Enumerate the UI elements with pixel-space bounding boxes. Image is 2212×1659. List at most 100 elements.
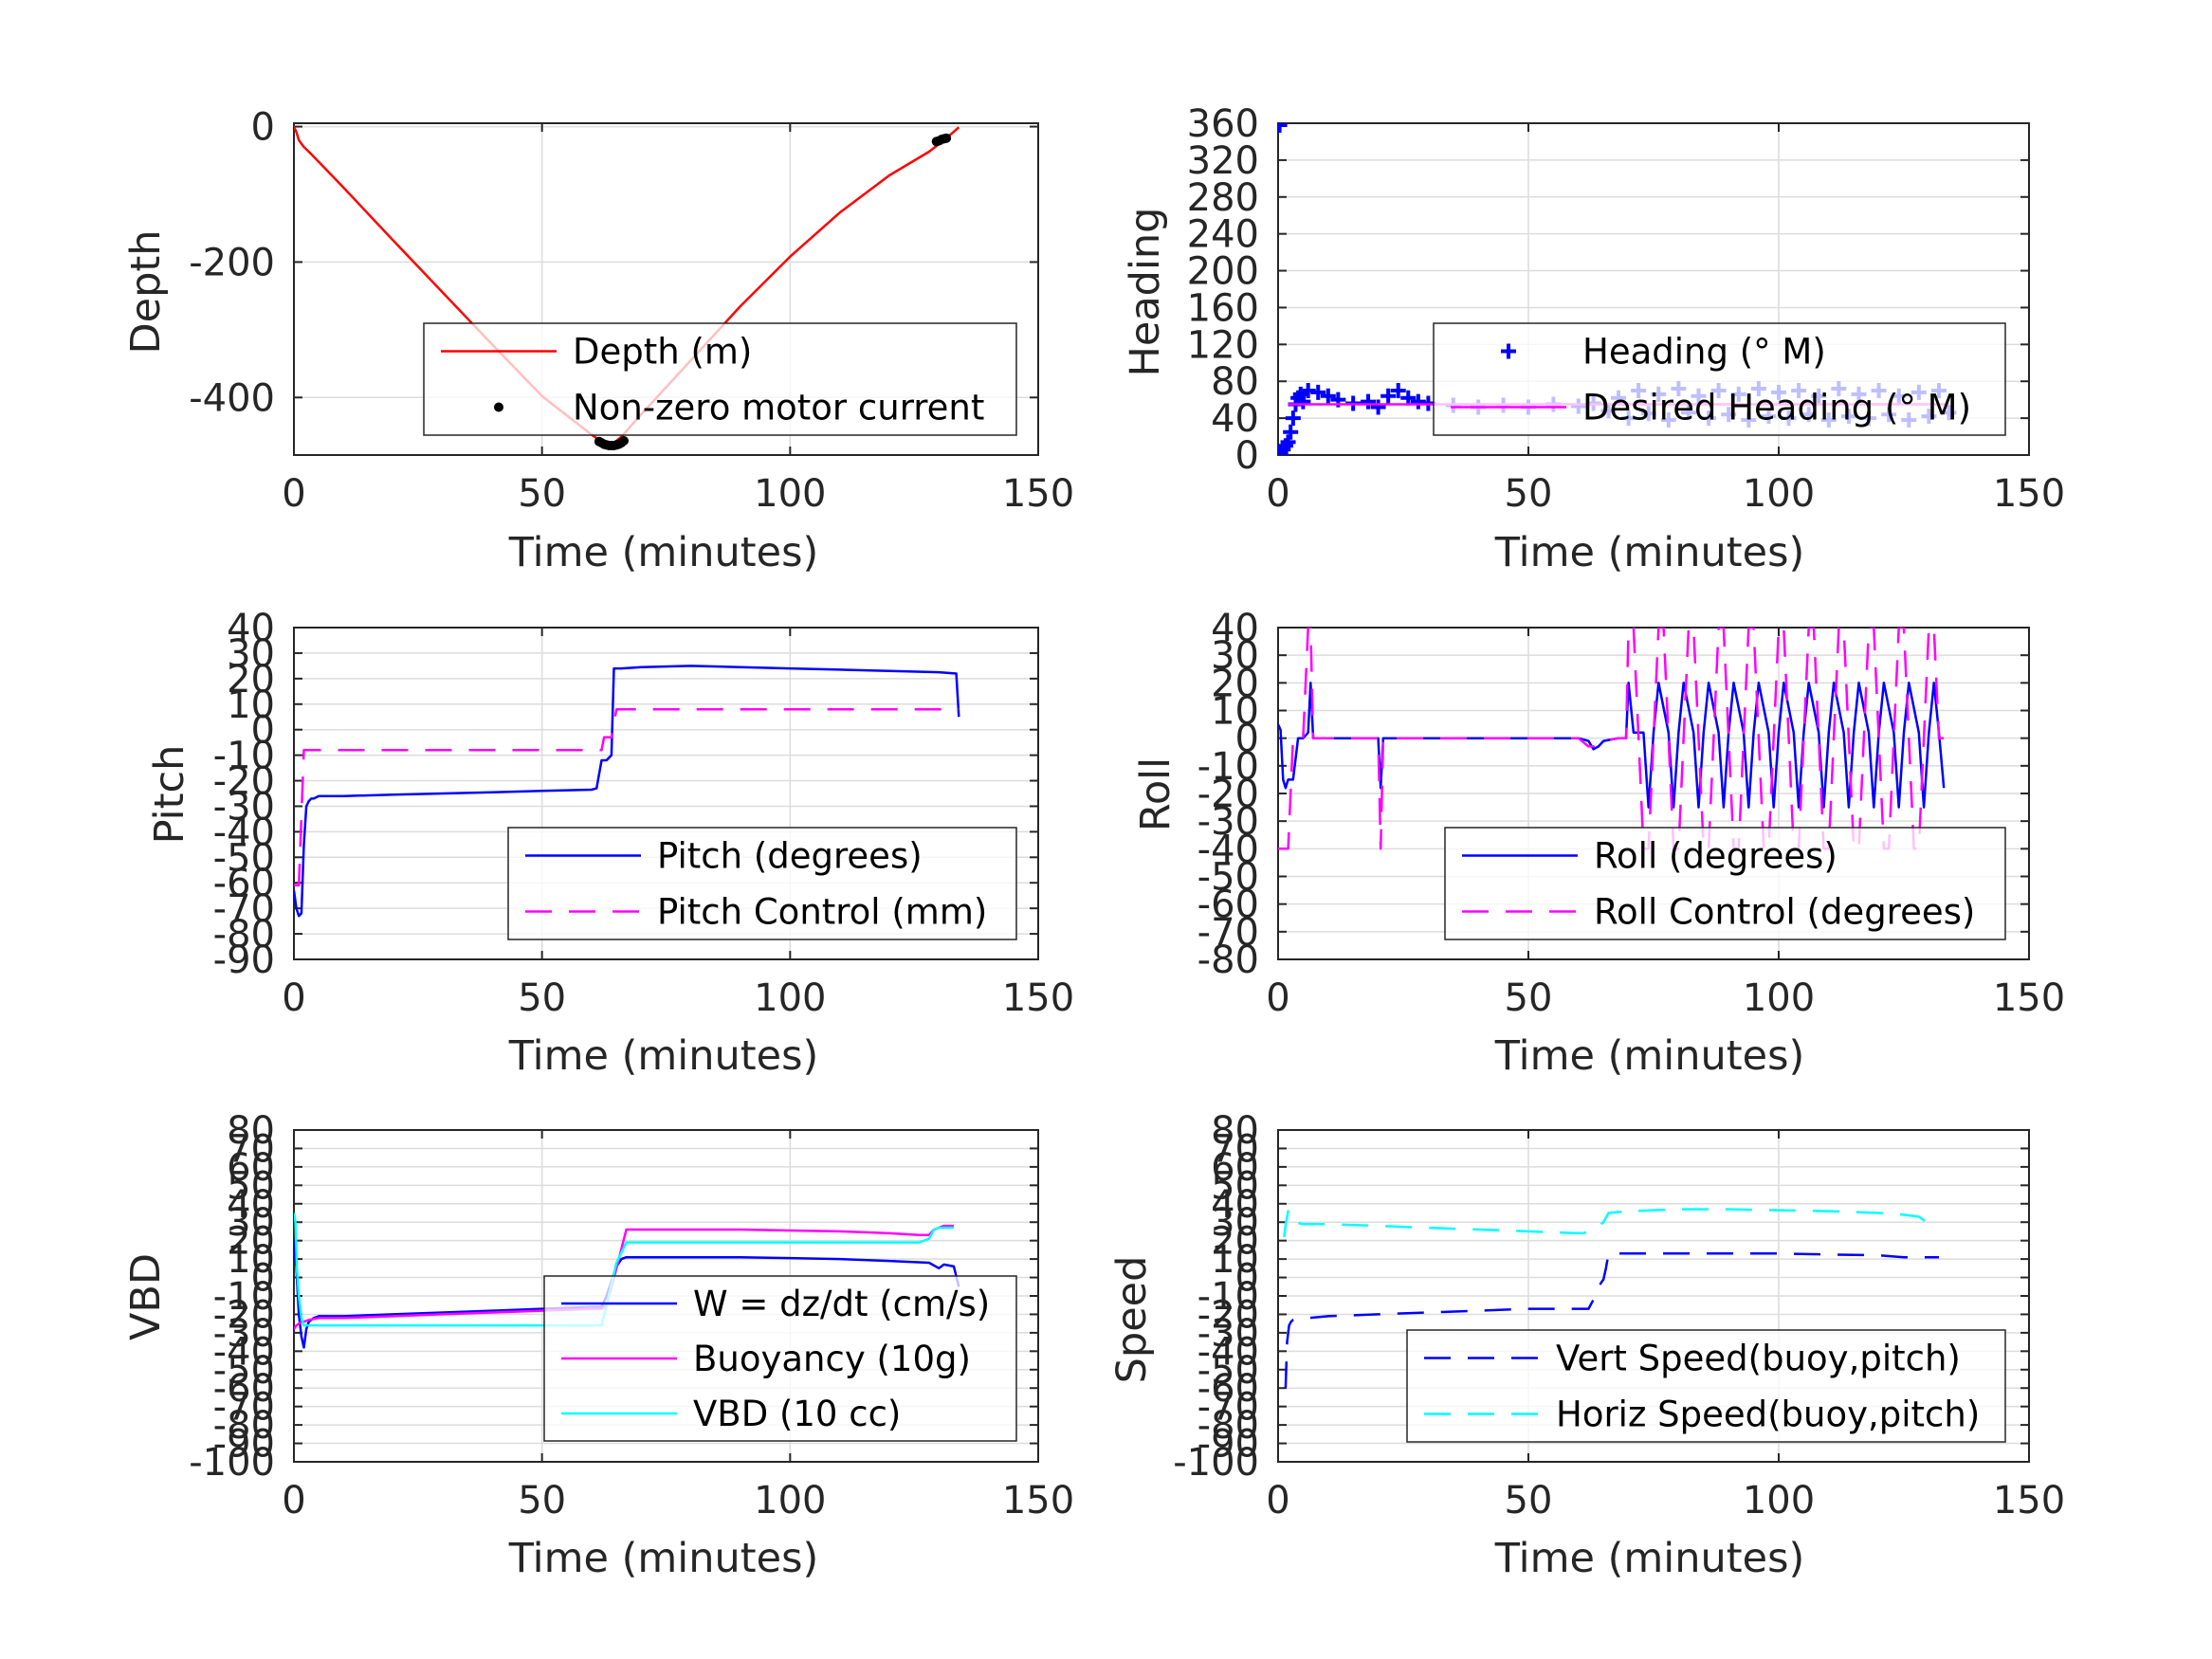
y-tick-label: 280 <box>1187 176 1259 220</box>
y-tick-label: 50 <box>1211 1164 1259 1208</box>
x-tick-label: 100 <box>754 976 826 1020</box>
y-tick-label: 160 <box>1187 286 1259 330</box>
legend: Vert Speed(buoy,pitch) Horiz Speed(buoy,p… <box>1406 1329 2006 1443</box>
legend: W = dz/dt (cm/s) Buoyancy (10g) VBD (10 cc… <box>543 1275 1017 1442</box>
x-tick-label: 0 <box>282 472 305 516</box>
y-tick-label: -90 <box>213 1423 275 1467</box>
y-tick-label: 80 <box>1211 1109 1259 1153</box>
y-tick-label: -70 <box>1197 1386 1259 1430</box>
x-tick-label: 50 <box>1505 1479 1553 1522</box>
y-tick-label: -50 <box>213 836 275 880</box>
y-tick-label: -60 <box>213 862 275 905</box>
y-axis-label: VBD <box>122 1253 170 1340</box>
y-tick-label: -30 <box>1197 800 1259 844</box>
legend-label: Pitch Control (mm) <box>657 892 987 933</box>
x-tick-label: 50 <box>518 472 566 516</box>
x-tick-label: 100 <box>1743 472 1815 516</box>
y-tick-label: 70 <box>227 1127 275 1171</box>
y-tick-label: -30 <box>213 1312 275 1356</box>
legend-label: Horiz Speed(buoy,pitch) <box>1556 1395 1980 1435</box>
legend-label: W = dz/dt (cm/s) <box>693 1284 990 1324</box>
y-tick-label: -100 <box>1173 1441 1259 1485</box>
y-tick-label: -70 <box>1197 911 1259 955</box>
y-tick-label: -40 <box>1197 828 1259 871</box>
y-tick-label: 360 <box>1187 102 1259 146</box>
legend-label: Pitch (degrees) <box>657 836 923 877</box>
x-axis-label: Time (minutes) <box>508 1535 819 1582</box>
y-axis-label: Depth <box>122 230 170 355</box>
x-tick-label: 50 <box>1505 976 1553 1020</box>
series-line <box>294 707 960 887</box>
y-tick-label: 30 <box>1211 634 1259 678</box>
data-point <box>1278 123 1288 133</box>
y-tick-label: 40 <box>1211 607 1259 650</box>
x-tick-label: 50 <box>1505 472 1553 516</box>
y-tick-label: -20 <box>213 1293 275 1337</box>
data-point <box>1320 388 1336 404</box>
y-tick-label: 20 <box>1211 1220 1259 1264</box>
data-point <box>1280 434 1296 450</box>
y-tick-label: -70 <box>213 1386 275 1430</box>
x-axis-label: Time (minutes) <box>508 1032 819 1080</box>
data-point <box>1361 393 1377 410</box>
data-point <box>1285 410 1301 427</box>
legend-label: Non-zero motor current <box>573 388 984 428</box>
y-tick-label: -50 <box>1197 1349 1259 1393</box>
x-tick-label: 100 <box>754 472 826 516</box>
y-tick-label: 40 <box>227 1183 275 1227</box>
x-tick-label: 150 <box>1993 976 2065 1020</box>
x-tick-label: 50 <box>518 976 566 1020</box>
legend-swatch <box>494 402 503 412</box>
data-point <box>1310 384 1326 400</box>
y-tick-label: 10 <box>227 1238 275 1282</box>
x-tick-label: 150 <box>1993 1479 2065 1522</box>
y-axis-label: Pitch <box>146 745 193 845</box>
y-tick-label: 20 <box>227 658 275 702</box>
legend-box <box>507 827 1017 940</box>
x-tick-label: 150 <box>1002 1479 1074 1522</box>
y-tick-label: 40 <box>1211 397 1259 441</box>
panel-depth: Time (minutes) Depth 0 50 100 150 -400 -200 0 D… <box>122 106 1074 576</box>
x-tick-label: 0 <box>282 1479 305 1522</box>
x-axis-label: Time (minutes) <box>1494 1535 1805 1582</box>
y-tick-label: 40 <box>1211 1183 1259 1227</box>
y-tick-label: -80 <box>1197 939 1259 982</box>
y-tick-label: 60 <box>227 1146 275 1190</box>
y-tick-label: 0 <box>251 106 275 150</box>
y-tick-label: -60 <box>213 1367 275 1411</box>
y-tick-label: 80 <box>1211 360 1259 404</box>
data-point <box>1283 424 1299 440</box>
plot-area <box>294 126 960 450</box>
x-axis-label: Time (minutes) <box>1494 529 1805 576</box>
y-tick-label: 60 <box>1211 1146 1259 1190</box>
y-tick-label: -20 <box>1197 773 1259 816</box>
legend-label: Heading (° M) <box>1582 332 1826 373</box>
y-tick-label: -40 <box>213 811 275 854</box>
legend-label: Depth (m) <box>573 332 752 373</box>
y-tick-label: -50 <box>1197 856 1259 900</box>
y-tick-label: -100 <box>189 1441 275 1485</box>
legend-box <box>423 322 1017 436</box>
y-tick-label: 0 <box>251 709 275 753</box>
legend-label: Desired Heading (° M) <box>1582 388 1971 428</box>
y-tick-label: 0 <box>251 1257 275 1301</box>
y-tick-label: -70 <box>213 887 275 931</box>
legend-box <box>1406 1329 2006 1443</box>
y-tick-label: -80 <box>213 913 275 957</box>
y-tick-label: -90 <box>213 939 275 982</box>
y-tick-label: -40 <box>213 1330 275 1374</box>
x-tick-label: 0 <box>1266 1479 1289 1522</box>
y-axis-label: Speed <box>1108 1256 1156 1384</box>
legend-box <box>1433 322 2006 436</box>
legend-label: Buoyancy (10g) <box>693 1339 971 1379</box>
y-tick-label: -10 <box>1197 745 1259 789</box>
series-line <box>1284 1252 1939 1389</box>
series-line <box>294 665 960 918</box>
y-tick-label: 240 <box>1187 213 1259 257</box>
y-tick-label: 10 <box>1211 1238 1259 1282</box>
y-tick-label: 50 <box>227 1164 275 1208</box>
x-tick-label: 150 <box>1002 472 1074 516</box>
x-tick-label: 0 <box>282 976 305 1020</box>
x-tick-label: 0 <box>1266 472 1289 516</box>
